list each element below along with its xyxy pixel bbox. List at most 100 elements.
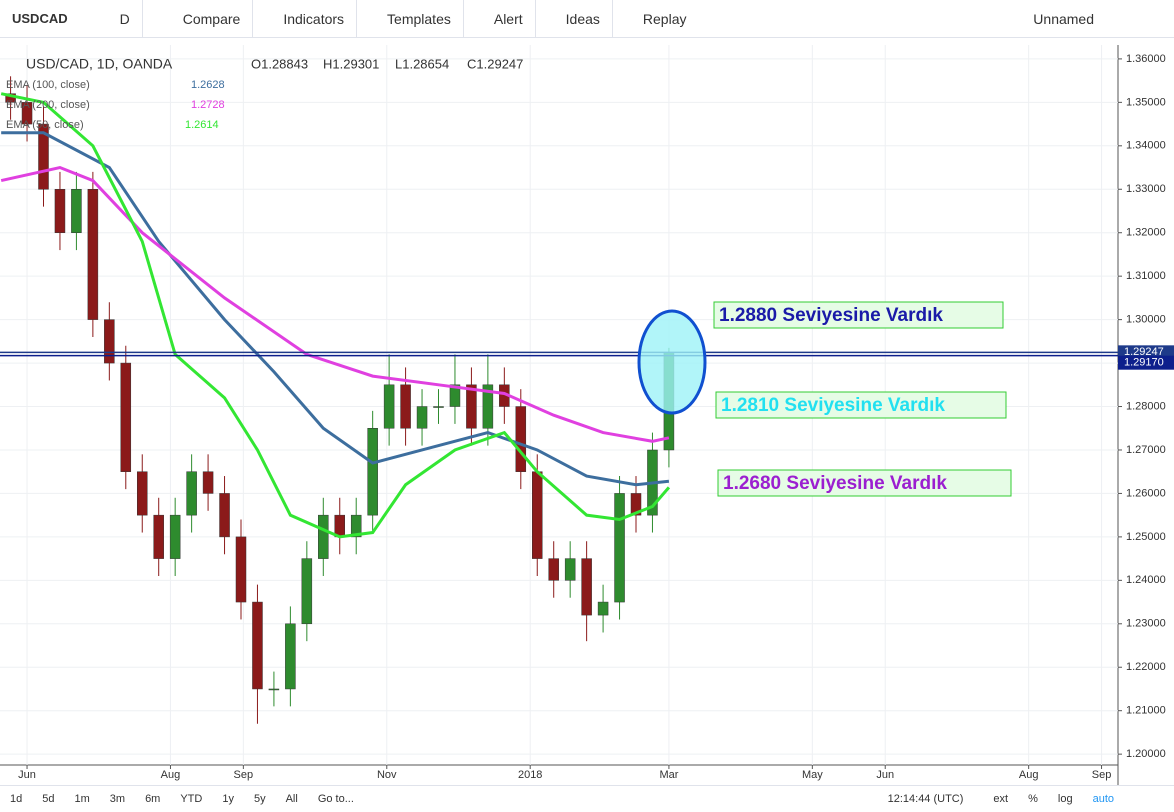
toolbar: USDCAD D Compare Indicators Templates Al…	[0, 0, 1174, 38]
bottom-item[interactable]: Go to...	[317, 793, 354, 805]
bottom-item[interactable]: ext	[993, 793, 1009, 805]
price-axis	[1118, 45, 1174, 785]
price-tag-label: 1.29247	[1124, 346, 1164, 358]
x-tick-label: Aug	[1019, 769, 1039, 781]
x-tick-label: Sep	[234, 769, 254, 781]
chart-title: USD/CAD, 1D, OANDA	[26, 56, 173, 72]
separator	[141, 0, 143, 38]
legend-value: 1.2728	[191, 99, 225, 111]
legend-value: 1.2628	[191, 79, 225, 91]
bottom-item[interactable]: 5y	[253, 793, 266, 805]
legend-name: EMA (50, close)	[6, 119, 84, 131]
bottom-item[interactable]: 1m	[74, 793, 90, 805]
toolbar-item[interactable]: Replay	[642, 10, 687, 27]
price-tag	[1118, 355, 1174, 370]
bottom-item[interactable]: log	[1057, 793, 1073, 805]
ohlc-value: C1.29247	[467, 56, 523, 71]
ohlc-value: L1.28654	[395, 56, 449, 71]
annotation-box	[713, 301, 1004, 329]
y-tick-label: 1.22000	[1126, 661, 1166, 673]
symbol[interactable]: USDCAD	[12, 11, 68, 26]
ema-line	[0, 92, 671, 539]
ema-line	[0, 165, 670, 443]
candle-body	[186, 471, 197, 516]
y-tick-label: 1.33000	[1126, 183, 1166, 195]
chart: 1.20000 1.21000 1.22000 1.23000 1.24000 1.250…	[0, 45, 1174, 785]
candle-body	[153, 514, 164, 559]
toolbar-item[interactable]: Compare	[182, 10, 241, 27]
candle-body	[532, 471, 543, 559]
toolbar-item[interactable]: Alert	[493, 10, 523, 27]
candle-body	[548, 558, 559, 581]
candle-body	[383, 384, 395, 429]
candle-body	[120, 362, 132, 472]
bottom-item[interactable]: auto	[1092, 793, 1114, 805]
candle-body	[416, 406, 428, 429]
y-tick-label: 1.23000	[1126, 618, 1166, 630]
y-tick-label: 1.27000	[1126, 444, 1166, 456]
y-tick-label: 1.36000	[1126, 53, 1166, 65]
y-tick-label: 1.24000	[1126, 574, 1166, 586]
candle-body	[515, 406, 527, 472]
bottom-item[interactable]: %	[1028, 793, 1038, 805]
bottom-item[interactable]: 3m	[109, 793, 126, 805]
annotation: 1.2810 Seviyesine Vardık	[721, 395, 945, 416]
highlight-circle	[637, 309, 707, 415]
y-tick-label: 1.28000	[1126, 400, 1166, 412]
y-tick-label: 1.35000	[1126, 96, 1166, 108]
toolbar-item[interactable]: Ideas	[565, 10, 600, 27]
bottom-item[interactable]: 1y	[222, 793, 234, 805]
bottom-item[interactable]: 6m	[145, 793, 161, 805]
x-tick-label: Jun	[876, 769, 894, 781]
y-tick-label: 1.25000	[1126, 531, 1166, 543]
candle-body	[581, 558, 592, 616]
candle-body	[433, 406, 444, 408]
separator	[534, 0, 536, 38]
candle-body	[285, 623, 296, 690]
interval[interactable]: D	[119, 10, 130, 27]
candle-body	[71, 189, 82, 233]
separator	[356, 0, 358, 38]
legend-name: EMA (100, close)	[6, 79, 90, 91]
bottom-bar: 1d 5d 1m 3m 6m YTD 1y 5y All Go to... 12:14:44 (UT…	[0, 785, 1174, 812]
candle-body	[630, 493, 642, 516]
price-tag-label: 1.29170	[1124, 357, 1164, 369]
x-tick-label: Aug	[161, 769, 181, 781]
candle-body	[87, 189, 99, 320]
candle-body	[614, 493, 625, 603]
y-tick-label: 1.21000	[1126, 705, 1166, 717]
separator	[252, 0, 254, 38]
candle-body	[482, 384, 494, 429]
bottom-item[interactable]: YTD	[180, 793, 203, 805]
candle-body	[564, 558, 576, 581]
toolbar-item[interactable]: Indicators	[283, 10, 345, 27]
candle-body	[235, 536, 247, 603]
candle-body	[169, 514, 181, 559]
candle-body	[104, 319, 115, 364]
layout-name[interactable]: Unnamed	[1033, 10, 1094, 27]
separator	[611, 0, 613, 38]
y-tick-label: 1.31000	[1126, 270, 1166, 282]
ohlc-value: O1.28843	[251, 56, 308, 71]
candle-body	[597, 601, 609, 616]
candle-body	[449, 384, 461, 407]
bottom-item[interactable]: 5d	[42, 793, 55, 805]
separator	[462, 0, 464, 38]
x-tick-label: Sep	[1092, 769, 1112, 781]
ema-line	[1, 131, 670, 487]
toolbar-item[interactable]: Templates	[387, 10, 451, 27]
candle-body	[466, 384, 477, 429]
candle-body	[400, 384, 411, 429]
legend-value: 1.2614	[185, 119, 219, 131]
y-tick-label: 1.34000	[1126, 140, 1166, 152]
candle-body	[54, 189, 66, 233]
x-tick-label: Nov	[377, 769, 397, 781]
y-tick-label: 1.30000	[1126, 314, 1166, 326]
legend-name: EMA (200, close)	[6, 99, 90, 111]
bottom-item[interactable]: All	[285, 793, 298, 805]
candle-body	[268, 688, 280, 691]
bottom-item[interactable]: 1d	[10, 793, 23, 805]
bottom-item[interactable]: 12:14:44 (UTC)	[887, 793, 964, 805]
y-tick-label: 1.26000	[1126, 487, 1166, 499]
